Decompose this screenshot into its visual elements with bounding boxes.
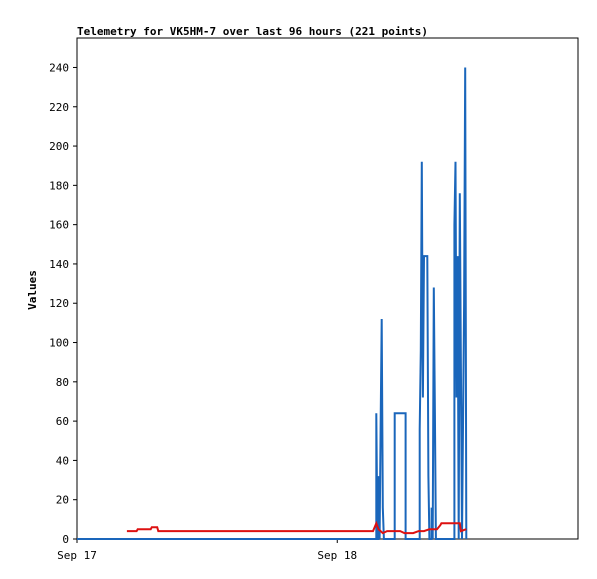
y-tick-label: 60 bbox=[56, 415, 69, 428]
y-axis-label: Values bbox=[26, 270, 39, 310]
series-line-2 bbox=[126, 520, 467, 535]
plot-area bbox=[76, 37, 579, 540]
y-tick-label: 80 bbox=[56, 376, 69, 389]
y-tick-label: 200 bbox=[49, 140, 69, 153]
y-tick-label: 0 bbox=[62, 533, 69, 546]
x-tick-label: Sep 17 bbox=[57, 549, 97, 562]
y-tick-label: 160 bbox=[49, 219, 69, 232]
x-tick-label: Sep 18 bbox=[317, 549, 357, 562]
y-tick-label: 140 bbox=[49, 258, 69, 271]
y-tick-label: 40 bbox=[56, 454, 69, 467]
series-line-1 bbox=[77, 67, 468, 540]
y-tick-label: 180 bbox=[49, 179, 69, 192]
y-tick-label: 120 bbox=[49, 297, 69, 310]
x-axis-ticks: Sep 17 Sep 18 bbox=[57, 539, 357, 562]
plot-border bbox=[76, 37, 579, 540]
series-layer bbox=[77, 67, 468, 540]
chart-title: Telemetry for VK5HM-7 over last 96 hours… bbox=[77, 25, 428, 38]
y-tick-label: 220 bbox=[49, 101, 69, 114]
y-tick-label: 100 bbox=[49, 337, 69, 350]
y-tick-label: 240 bbox=[49, 61, 69, 74]
y-axis-ticks: 0 20 40 60 80 100 120 140 160 180 200 220 240 bbox=[49, 61, 77, 546]
y-tick-label: 20 bbox=[56, 494, 69, 507]
